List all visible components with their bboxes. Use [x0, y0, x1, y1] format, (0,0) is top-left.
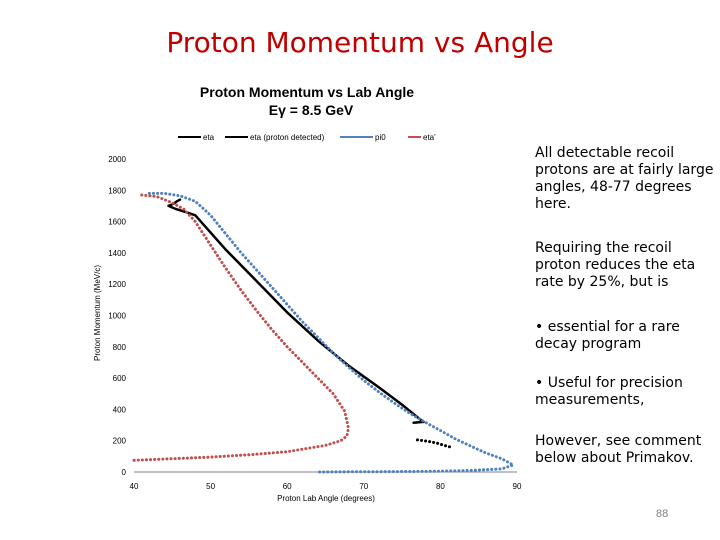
legend: eta eta (proton detected) pi0 eta' — [178, 133, 436, 142]
chart-subtitle: Eγ = 8.5 GeV — [269, 102, 354, 118]
note-detectable: All detectable recoil protons are at fai… — [535, 145, 714, 212]
y-tick-label: 2000 — [108, 155, 126, 164]
x-axis: 40 50 60 70 80 90 — [130, 482, 522, 491]
legend-label: eta' — [423, 133, 436, 142]
y-axis: 0 200 400 600 800 1000 1200 1400 1600 1800 2000 — [108, 155, 126, 477]
y-tick-label: 1600 — [108, 218, 126, 227]
y-tick-label: 200 — [113, 437, 127, 446]
x-tick-label: 40 — [130, 482, 139, 491]
chart-title: Proton Momentum vs Lab Angle — [200, 84, 414, 100]
series-layer — [132, 191, 515, 474]
y-tick-label: 800 — [113, 343, 127, 352]
y-tick-label: 400 — [113, 405, 127, 414]
page-number: 88 — [656, 508, 669, 520]
y-tick-label: 0 — [122, 468, 127, 477]
y-tick-label: 1800 — [108, 186, 126, 195]
legend-label: pi0 — [375, 133, 386, 142]
y-tick-label: 1000 — [108, 312, 126, 321]
x-tick-label: 80 — [436, 482, 445, 491]
note-primakov: However, see comment below about Primako… — [535, 433, 702, 466]
y-tick-label: 1200 — [108, 280, 126, 289]
y-axis-label: Proton Momentum (MeV/c) — [93, 265, 102, 361]
series-eta--line — [132, 193, 350, 462]
series-eta-line — [167, 198, 425, 424]
note-precision: • Useful for precision measurements, — [535, 375, 683, 408]
x-tick-label: 60 — [283, 482, 292, 491]
legend-label: eta — [203, 133, 215, 142]
y-tick-label: 600 — [113, 374, 127, 383]
note-rare-decay: • essential for a rare decay program — [535, 319, 680, 352]
x-tick-label: 50 — [206, 482, 215, 491]
x-tick-label: 70 — [359, 482, 368, 491]
x-tick-label: 90 — [513, 482, 522, 491]
y-tick-label: 1400 — [108, 249, 126, 258]
x-axis-label: Proton Lab Angle (degrees) — [277, 494, 375, 503]
note-recoil-requirement: Requiring the recoil proton reduces the … — [535, 240, 696, 290]
legend-label: eta (proton detected) — [250, 133, 325, 142]
series-eta-proton-detected--line — [415, 438, 452, 449]
slide-title: Proton Momentum vs Angle — [166, 26, 554, 59]
series-pi0-line — [147, 191, 515, 474]
